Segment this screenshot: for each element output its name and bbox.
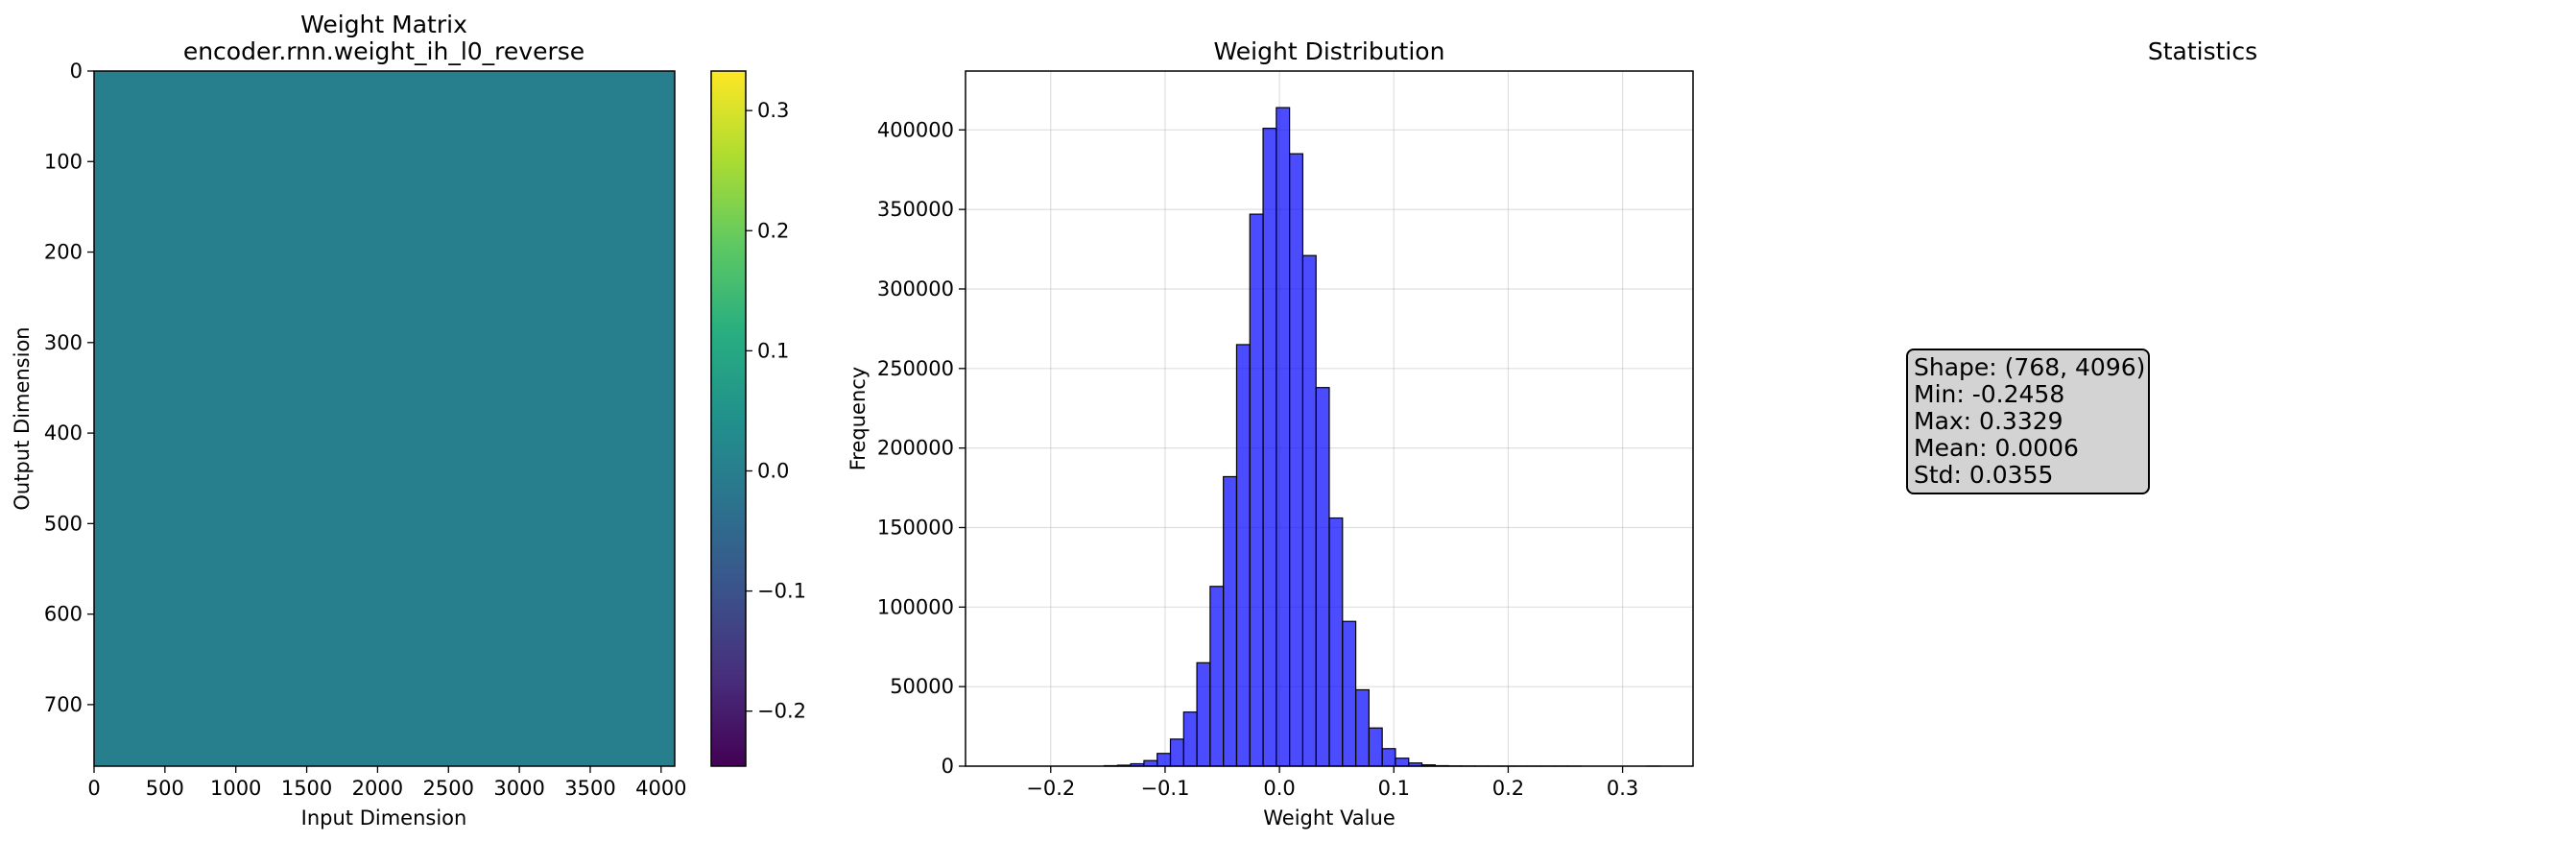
heatmap-panel: Weight Matrix encoder.rnn.weight_ih_l0_r…	[11, 11, 687, 830]
colorbar-tick-label: 0.3	[757, 99, 789, 122]
histogram-bar	[1223, 475, 1238, 767]
heatmap-subtitle: encoder.rnn.weight_ih_l0_reverse	[183, 37, 584, 65]
heatmap-x-tick-label: 1500	[281, 777, 332, 800]
histogram-bar	[1354, 688, 1370, 767]
histogram-title: Weight Distribution	[1214, 37, 1445, 65]
histogram-y-tick-label: 250000	[877, 357, 954, 380]
histogram-y-tick-label: 300000	[877, 277, 954, 301]
histogram-bar	[1262, 128, 1277, 767]
histogram-x-tick-label: −0.2	[1026, 777, 1075, 800]
histogram-bar	[1235, 344, 1251, 767]
histogram-y-tick-label: 50000	[890, 675, 954, 698]
heatmap-xlabel: Input Dimension	[301, 806, 467, 830]
heatmap-x-tick-label: 3000	[493, 777, 544, 800]
histogram-bar	[1315, 387, 1330, 767]
heatmap-y-tick-label: 300	[44, 331, 83, 354]
colorbar-tick-label: −0.1	[757, 580, 806, 603]
histogram-bar	[1249, 213, 1264, 767]
histogram-x-tick-label: 0.0	[1263, 777, 1295, 800]
heatmap-x-tick-label: 0	[87, 777, 100, 800]
colorbar-tick-label: −0.2	[757, 700, 806, 723]
heatmap-x-tick-label: 3500	[564, 777, 615, 800]
heatmap-y-tick-label: 400	[44, 421, 83, 445]
histogram-bar	[1196, 662, 1211, 767]
histogram-bar	[1395, 758, 1410, 767]
histogram-y-tick-label: 200000	[877, 437, 954, 460]
stat-shape: Shape: (768, 4096)	[1914, 353, 2146, 381]
histogram-x-tick-label: −0.1	[1140, 777, 1189, 800]
heatmap-y-tick-label: 700	[44, 693, 83, 716]
heatmap-ylabel: Output Dimension	[11, 326, 34, 510]
heatmap-y-tick-label: 200	[44, 241, 83, 264]
histogram-panel: Weight Distribution −0.2 −0.1 0.0 0.1 0.2 0.3…	[847, 37, 1694, 830]
heatmap-x-ticks: 0 500 1000 1500 2000 2500 3000 3500 4000	[87, 766, 687, 800]
heatmap-y-tick-label: 500	[44, 512, 83, 535]
histogram-bar	[1182, 711, 1198, 767]
histogram-bar	[1289, 153, 1304, 767]
heatmap-title: Weight Matrix	[300, 11, 467, 38]
histogram-y-tick-label: 100000	[877, 595, 954, 618]
histogram-bar	[1328, 517, 1344, 767]
colorbar-tick-label: 0.1	[757, 339, 789, 362]
stat-mean: Mean: 0.0006	[1914, 434, 2079, 462]
heatmap-x-tick-label: 500	[146, 777, 184, 800]
histogram-xlabel: Weight Value	[1263, 806, 1395, 830]
stat-min: Min: -0.2458	[1914, 380, 2065, 408]
histogram-y-tick-label: 400000	[877, 118, 954, 141]
heatmap-y-ticks: 0 100 200 300 400 500 600 700	[44, 60, 94, 716]
stat-max: Max: 0.3329	[1914, 407, 2063, 435]
histogram-y-ticks: 0 50000 100000 150000 200000 250000 300000 3500…	[877, 118, 966, 778]
histogram-ylabel: Frequency	[847, 367, 870, 471]
histogram-bar	[1381, 748, 1396, 767]
stat-std: Std: 0.0355	[1914, 461, 2054, 489]
colorbar: −0.2 −0.1 0.0 0.1 0.2 0.3	[710, 70, 806, 767]
histogram-y-tick-label: 150000	[877, 516, 954, 539]
histogram-frame	[965, 70, 1694, 767]
histogram-x-ticks: −0.2 −0.1 0.0 0.1 0.2 0.3	[1026, 766, 1638, 800]
heatmap-y-tick-label: 0	[70, 60, 83, 83]
histogram-bar	[1342, 620, 1357, 767]
heatmap-y-tick-label: 600	[44, 603, 83, 626]
histogram-bar	[1368, 727, 1383, 767]
statistics-box: Shape: (768, 4096) Min: -0.2458 Max: 0.3…	[1906, 349, 2150, 494]
heatmap-y-tick-label: 100	[44, 150, 83, 173]
histogram-x-tick-label: 0.1	[1378, 777, 1410, 800]
histogram-bar	[1276, 107, 1291, 767]
histogram-x-tick-label: 0.3	[1607, 777, 1638, 800]
colorbar-tick-label: 0.0	[757, 459, 789, 482]
heatmap-image	[93, 70, 676, 767]
histogram-x-tick-label: 0.2	[1492, 777, 1524, 800]
histogram-bars	[1103, 107, 1661, 767]
histogram-bar	[1209, 586, 1225, 767]
histogram-bar	[1143, 759, 1158, 767]
histogram-bar	[1301, 254, 1317, 767]
colorbar-ticks: −0.2 −0.1 0.0 0.1 0.2 0.3	[746, 99, 806, 723]
histogram-y-tick-label: 350000	[877, 198, 954, 221]
heatmap-x-tick-label: 2500	[423, 777, 474, 800]
heatmap-x-tick-label: 2000	[352, 777, 403, 800]
histogram-bar	[1157, 753, 1172, 767]
colorbar-gradient	[710, 70, 747, 767]
heatmap-x-tick-label: 4000	[635, 777, 686, 800]
colorbar-tick-label: 0.2	[757, 219, 789, 242]
histogram-bar	[1169, 738, 1184, 767]
statistics-title: Statistics	[2148, 37, 2257, 65]
heatmap-x-tick-label: 1000	[210, 777, 261, 800]
histogram-y-tick-label: 0	[942, 755, 954, 778]
